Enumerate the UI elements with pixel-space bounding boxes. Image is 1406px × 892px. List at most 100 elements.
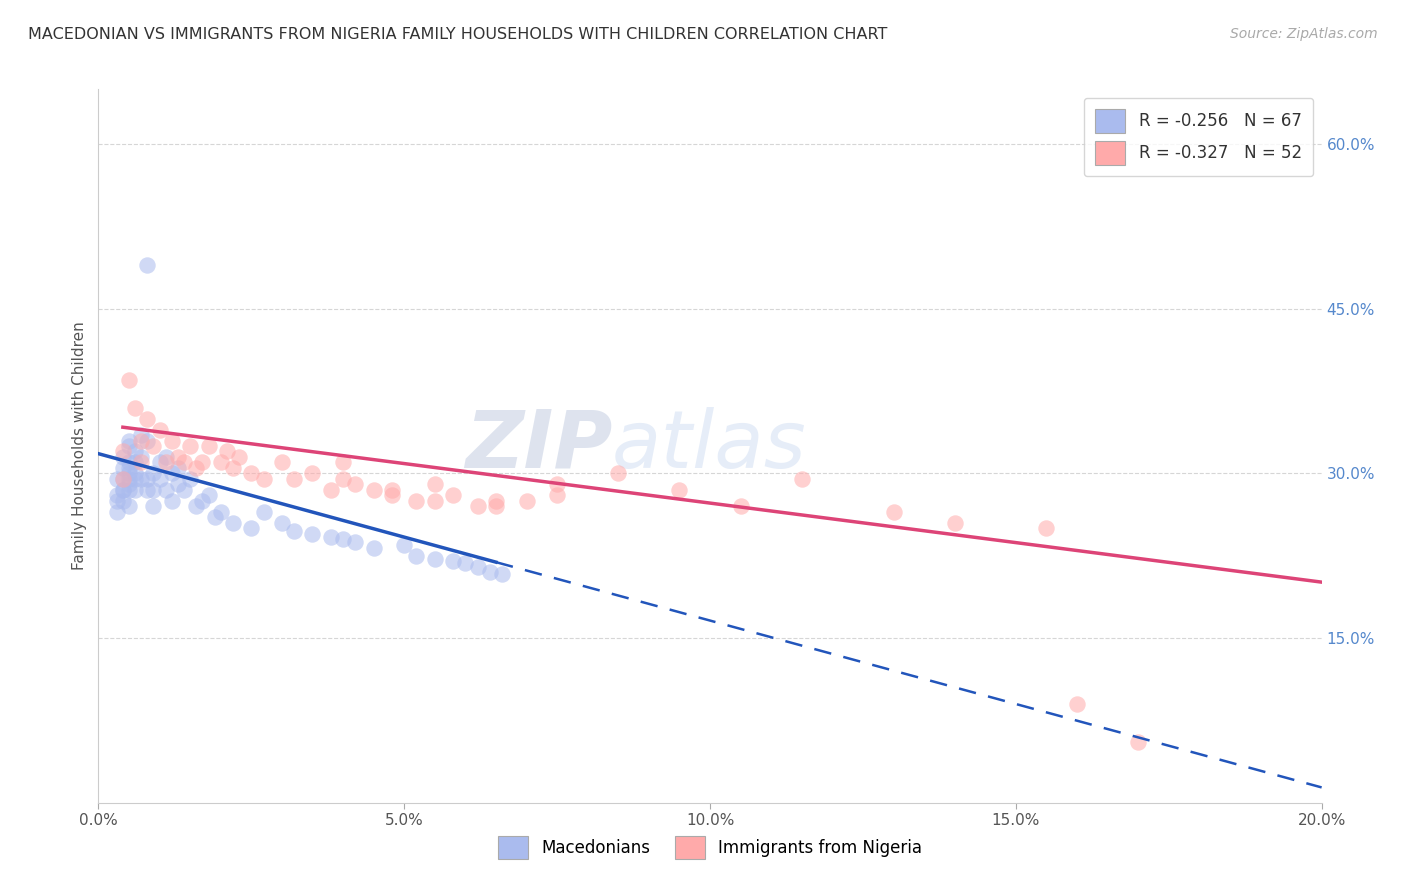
Point [454,557,477,571]
Point [1128,735,1150,749]
Point [160,434,183,448]
Point [252,505,274,519]
Point [124,444,146,458]
Point [105,494,128,508]
Point [173,455,195,469]
Point [118,434,141,448]
Point [124,455,146,469]
Point [105,488,128,502]
Point [240,521,263,535]
Point [129,455,152,469]
Point [423,494,446,508]
Point [142,439,165,453]
Point [105,472,128,486]
Point [485,500,508,514]
Point [136,411,159,425]
Point [381,488,404,502]
Point [363,541,385,555]
Point [607,467,630,481]
Point [301,467,323,481]
Point [191,455,214,469]
Point [1035,521,1057,535]
Point [136,472,159,486]
Text: atlas: atlas [612,407,807,485]
Point [173,483,195,497]
Point [136,434,159,448]
Point [191,494,214,508]
Point [167,461,190,475]
Point [405,549,427,563]
Point [167,477,190,491]
Point [124,401,146,415]
Point [485,494,508,508]
Point [186,461,208,475]
Point [405,494,427,508]
Point [118,461,141,475]
Point [668,483,690,497]
Point [319,530,342,544]
Point [129,428,152,442]
Point [363,483,385,497]
Point [1066,697,1088,711]
Point [270,455,292,469]
Point [381,483,404,497]
Text: MACEDONIAN VS IMMIGRANTS FROM NIGERIA FAMILY HOUSEHOLDS WITH CHILDREN CORRELATIO: MACEDONIAN VS IMMIGRANTS FROM NIGERIA FA… [28,27,887,42]
Text: ZIP: ZIP [465,407,612,485]
Point [118,439,141,453]
Point [160,494,183,508]
Point [441,488,464,502]
Point [209,505,232,519]
Point [142,483,165,497]
Point [283,472,305,486]
Point [516,494,538,508]
Point [167,450,190,464]
Point [136,483,159,497]
Point [943,516,966,530]
Point [105,505,128,519]
Point [179,439,201,453]
Point [155,483,177,497]
Point [155,450,177,464]
Point [332,472,354,486]
Point [111,450,134,464]
Point [197,439,219,453]
Point [392,538,416,552]
Point [136,258,159,272]
Point [142,500,165,514]
Point [155,455,177,469]
Point [124,483,146,497]
Point [222,461,245,475]
Text: Source: ZipAtlas.com: Source: ZipAtlas.com [1230,27,1378,41]
Point [467,500,489,514]
Point [332,533,354,547]
Point [118,455,141,469]
Point [344,534,367,549]
Point [118,500,141,514]
Point [118,477,141,491]
Point [197,488,219,502]
Y-axis label: Family Households with Children: Family Households with Children [72,322,87,570]
Point [441,554,464,568]
Point [124,472,146,486]
Point [270,516,292,530]
Point [730,500,752,514]
Point [240,467,263,481]
Point [118,373,141,387]
Point [111,444,134,458]
Point [129,472,152,486]
Point [111,461,134,475]
Point [332,455,354,469]
Point [319,483,342,497]
Point [118,467,141,481]
Point [111,472,134,486]
Point [478,566,501,580]
Point [124,467,146,481]
Point [129,450,152,464]
Point [228,450,250,464]
Point [149,455,172,469]
Point [491,567,513,582]
Point [204,510,226,524]
Point [283,524,305,538]
Point [222,516,245,530]
Point [883,505,905,519]
